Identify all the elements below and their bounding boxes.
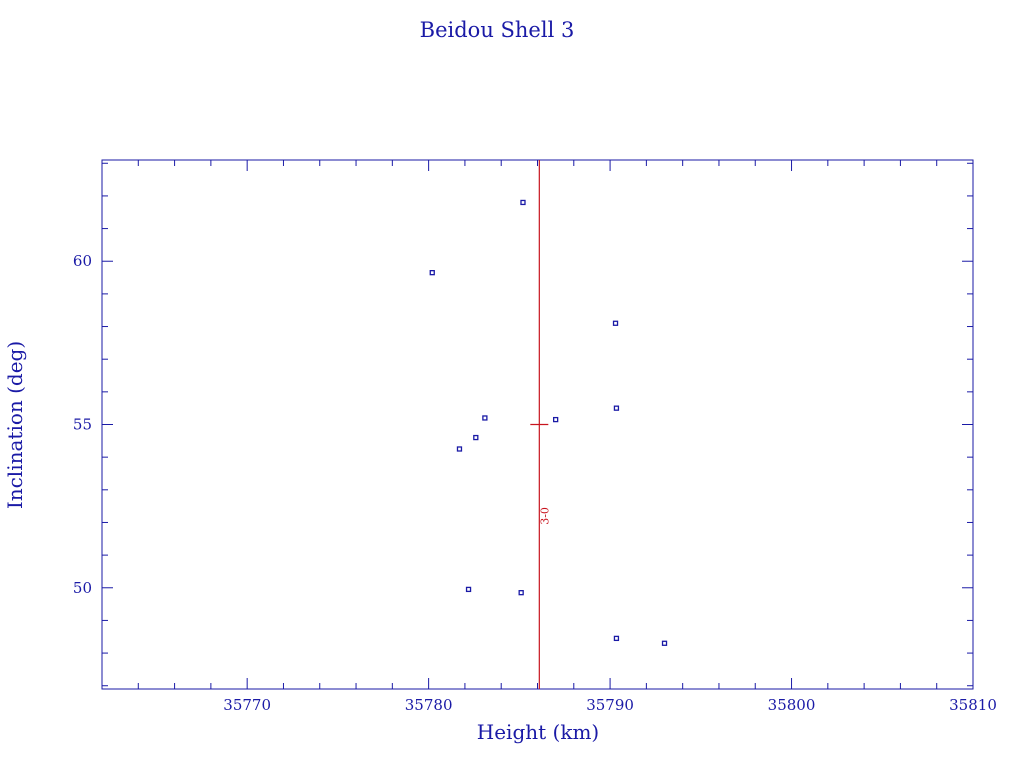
data-points: [429, 199, 668, 646]
data-point: [465, 586, 472, 593]
x-tick-label: 35800: [768, 696, 816, 714]
data-point: [613, 635, 620, 642]
x-tick-label: 35810: [949, 696, 997, 714]
data-point: [613, 405, 620, 411]
data-point: [518, 590, 524, 596]
data-point: [456, 446, 463, 452]
data-point: [429, 270, 435, 276]
chart-title: Beidou Shell 3: [420, 18, 575, 42]
data-point: [661, 640, 668, 646]
data-point: [552, 416, 559, 423]
x-axis-label: Height (km): [477, 720, 599, 744]
x-axis: 35770 35780 35790 35800 35810: [101, 160, 997, 714]
y-axis: 50 55 60: [73, 162, 973, 687]
data-point: [473, 434, 479, 441]
x-tick-label: 35790: [586, 696, 634, 714]
y-tick-label: 50: [73, 579, 92, 597]
y-tick-label: 60: [73, 252, 92, 270]
y-axis-label: Inclination (deg): [3, 341, 27, 509]
x-tick-label: 35770: [223, 696, 271, 714]
data-point: [612, 320, 619, 326]
x-tick-label: 35780: [405, 696, 453, 714]
data-point: [520, 199, 526, 206]
reference-label: 3-0: [538, 507, 551, 525]
y-tick-label: 55: [73, 416, 92, 434]
data-point: [482, 415, 488, 421]
